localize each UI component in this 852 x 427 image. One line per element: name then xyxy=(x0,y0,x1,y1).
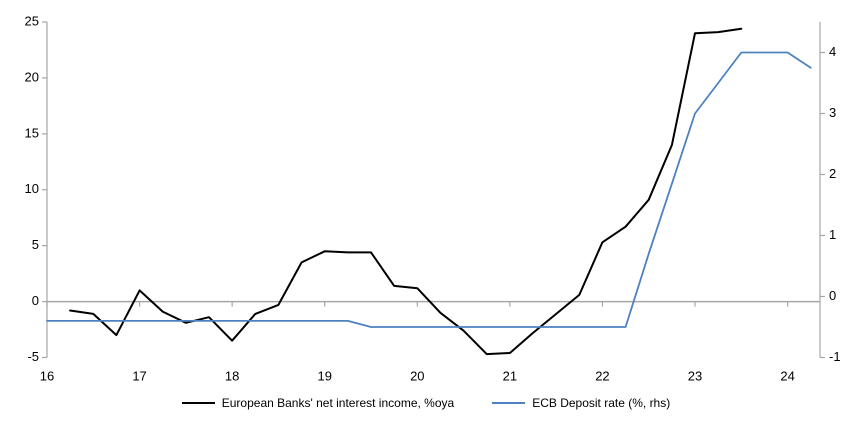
x-axis-tick-label: 22 xyxy=(595,368,609,383)
x-axis-tick-label: 18 xyxy=(225,368,239,383)
left-axis-tick-label: 0 xyxy=(32,293,39,308)
x-axis-tick-label: 16 xyxy=(40,368,54,383)
left-axis-tick-label: 15 xyxy=(25,125,39,140)
x-axis-tick-label: 19 xyxy=(317,368,331,383)
x-axis-tick-label: 24 xyxy=(780,368,794,383)
x-axis-tick-label: 20 xyxy=(410,368,424,383)
left-axis-tick-label: 25 xyxy=(25,13,39,28)
series-line-1 xyxy=(46,51,812,328)
legend-item-net-interest-income: European Banks' net interest income, %oy… xyxy=(181,396,455,410)
right-axis-tick-label: -1 xyxy=(829,349,841,364)
right-axis-tick-label: 1 xyxy=(829,227,836,242)
legend-item-ecb-deposit-rate: ECB Deposit rate (%, rhs) xyxy=(492,396,670,410)
x-axis-tick-label: 21 xyxy=(503,368,517,383)
left-axis-tick-label: 5 xyxy=(32,237,39,252)
legend-label-net-interest-income: European Banks' net interest income, %oy… xyxy=(221,396,455,410)
right-axis-tick-label: 0 xyxy=(829,288,836,303)
right-axis-tick-label: 2 xyxy=(829,166,836,181)
x-axis-tick-label: 17 xyxy=(132,368,146,383)
right-axis-tick-label: 3 xyxy=(829,105,836,120)
left-axis-tick-label: 20 xyxy=(25,69,39,84)
legend-line-swatch-blue xyxy=(492,402,526,404)
legend-line-swatch-black xyxy=(181,402,215,404)
series-line-0 xyxy=(69,27,743,356)
x-axis-tick-label: 23 xyxy=(688,368,702,383)
right-axis-tick-label: 4 xyxy=(829,44,836,59)
chart-legend: European Banks' net interest income, %oy… xyxy=(0,396,852,410)
legend-label-ecb-deposit-rate: ECB Deposit rate (%, rhs) xyxy=(532,396,671,410)
left-axis-tick-label: 10 xyxy=(25,181,39,196)
left-axis-tick-label: -5 xyxy=(27,349,39,364)
